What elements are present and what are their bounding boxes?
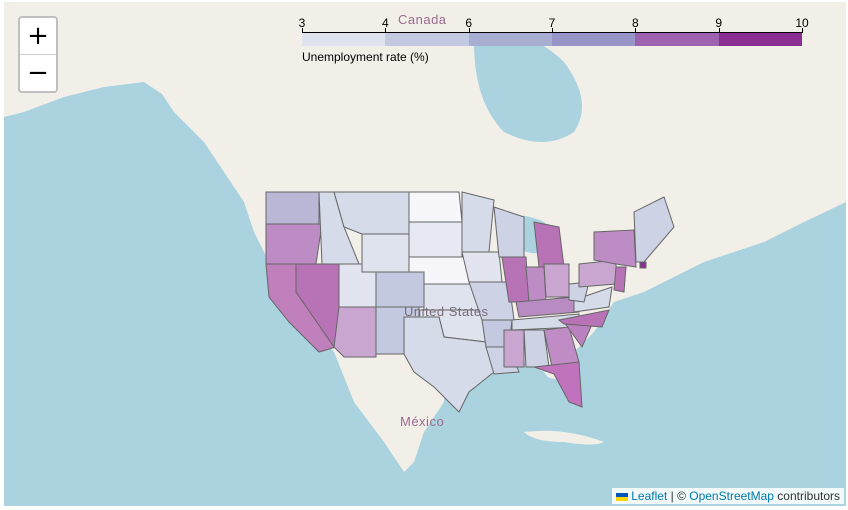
state-co: [375, 271, 425, 308]
legend-tick-label: 7: [548, 16, 556, 30]
label-united-states: United States: [404, 304, 489, 319]
state-mt: [333, 191, 410, 235]
legend-color-bin: [302, 32, 386, 46]
state-pa: [578, 259, 617, 288]
legend-color-bin: [468, 32, 552, 46]
label-canada: Canada: [398, 12, 447, 27]
state-oh: [543, 263, 570, 298]
state-va: [573, 286, 613, 313]
state-ia: [461, 251, 503, 283]
state-sd: [408, 221, 463, 258]
label-mexico: México: [400, 414, 445, 429]
legend-color-bin: [385, 32, 469, 46]
state-nd: [408, 191, 463, 223]
state-new-england: [633, 196, 675, 263]
attribution-suffix: contributors: [773, 489, 840, 503]
states-layer: [265, 191, 675, 413]
state-wy: [361, 233, 410, 273]
attribution-separator: | ©: [667, 489, 690, 503]
legend-tick-label: 10: [795, 16, 809, 30]
legend-tick-mark: [635, 28, 637, 33]
state-or: [265, 223, 323, 265]
legend-tick-label: 8: [631, 16, 639, 30]
leaflet-link[interactable]: Leaflet: [631, 489, 668, 503]
legend-tick-mark: [552, 28, 553, 33]
legend-title: Unemployment rate (%): [302, 50, 429, 64]
legend-color-bin: [552, 32, 636, 46]
state-ny: [593, 229, 637, 268]
state-ky: [515, 296, 580, 318]
cuba: [524, 430, 604, 445]
legend-color-bin: [718, 32, 802, 46]
state-nj: [613, 266, 627, 293]
attribution: Leaflet | © OpenStreetMap contributors: [612, 488, 844, 504]
zoom-out-button[interactable]: −: [20, 54, 56, 91]
legend: 3 4 6 7 8 9 10 Unemployment rate (%): [298, 16, 809, 66]
osm-link[interactable]: OpenStreetMap: [689, 489, 774, 503]
map-container[interactable]: Canada United States México + − 3 4 6 7 8 9 10…: [4, 2, 846, 506]
legend-tick-mark: [718, 28, 720, 33]
state-tx: [403, 316, 495, 413]
legend-tick-mark: [468, 28, 470, 33]
legend-tick-mark: [802, 28, 803, 33]
state-ri: [639, 261, 647, 269]
state-fl: [533, 361, 583, 408]
legend-tick-label: 3: [298, 16, 306, 30]
zoom-in-button[interactable]: +: [27, 21, 49, 51]
state-mi: [533, 221, 565, 268]
state-mn: [461, 191, 495, 253]
state-az: [333, 306, 377, 358]
state-nc: [557, 309, 610, 328]
hudson-bay: [474, 35, 582, 143]
basemap: [4, 2, 846, 472]
ukraine-flag-icon: [616, 492, 629, 501]
legend-tick-mark: [385, 28, 387, 33]
state-wa: [265, 191, 320, 225]
zoom-control: + −: [18, 16, 58, 93]
legend-tick-label: 4: [381, 16, 389, 30]
legend-tick-label: 9: [715, 16, 722, 30]
state-in: [525, 266, 547, 303]
legend-color-bin: [635, 32, 719, 46]
legend-tick-label: 6: [465, 16, 472, 30]
state-ms: [503, 329, 525, 368]
legend-tick-mark: [302, 28, 303, 33]
